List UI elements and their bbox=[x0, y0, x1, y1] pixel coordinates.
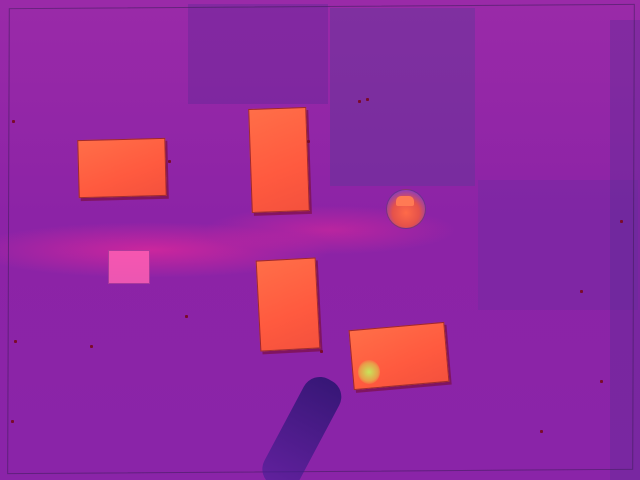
orange-block-vertical-top[interactable] bbox=[248, 107, 310, 213]
noise-speck bbox=[11, 420, 14, 423]
noise-speck bbox=[540, 430, 543, 433]
noise-speck bbox=[14, 340, 17, 343]
pink-square-marker[interactable] bbox=[108, 250, 150, 284]
noise-speck bbox=[580, 290, 583, 293]
noise-speck bbox=[358, 100, 361, 103]
noise-speck bbox=[320, 350, 323, 353]
probe-tip bbox=[358, 360, 380, 384]
orange-block-horizontal-left[interactable] bbox=[77, 138, 166, 198]
dome-marker[interactable] bbox=[386, 189, 426, 229]
noise-speck bbox=[620, 220, 623, 223]
noise-speck bbox=[12, 120, 15, 123]
noise-speck bbox=[185, 315, 188, 318]
noise-speck bbox=[366, 98, 369, 101]
noise-speck bbox=[307, 140, 310, 143]
noise-speck bbox=[168, 160, 171, 163]
orange-block-vertical-bottom[interactable] bbox=[256, 257, 321, 351]
noise-speck bbox=[90, 345, 93, 348]
noise-speck bbox=[600, 380, 603, 383]
